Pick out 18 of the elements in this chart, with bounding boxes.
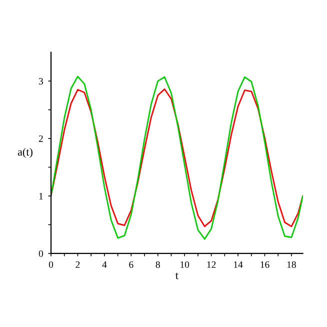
x-tick-label: 14 [234, 261, 243, 268]
x-tick-label: 18 [287, 261, 296, 268]
y-axis-title: a(t) [18, 148, 32, 158]
x-tick-label: 0 [48, 261, 54, 268]
line-series [51, 76, 303, 240]
y-tick-label: 2 [38, 135, 43, 142]
x-tick-label: 8 [156, 261, 160, 268]
y-tick-label: 1 [39, 192, 43, 200]
x-tick-label: 10 [180, 261, 190, 268]
x-axis-title: t [175, 272, 178, 280]
x-tick-label: 16 [260, 261, 270, 268]
x-tick-label: 4 [102, 261, 107, 268]
x-tick-label: 2 [76, 261, 80, 268]
x-tick-label: 6 [129, 261, 134, 268]
line-series [51, 88, 303, 228]
x-tick-label: 12 [207, 261, 216, 268]
y-tick-label: 3 [38, 78, 43, 85]
y-tick-label: 0 [38, 250, 43, 257]
